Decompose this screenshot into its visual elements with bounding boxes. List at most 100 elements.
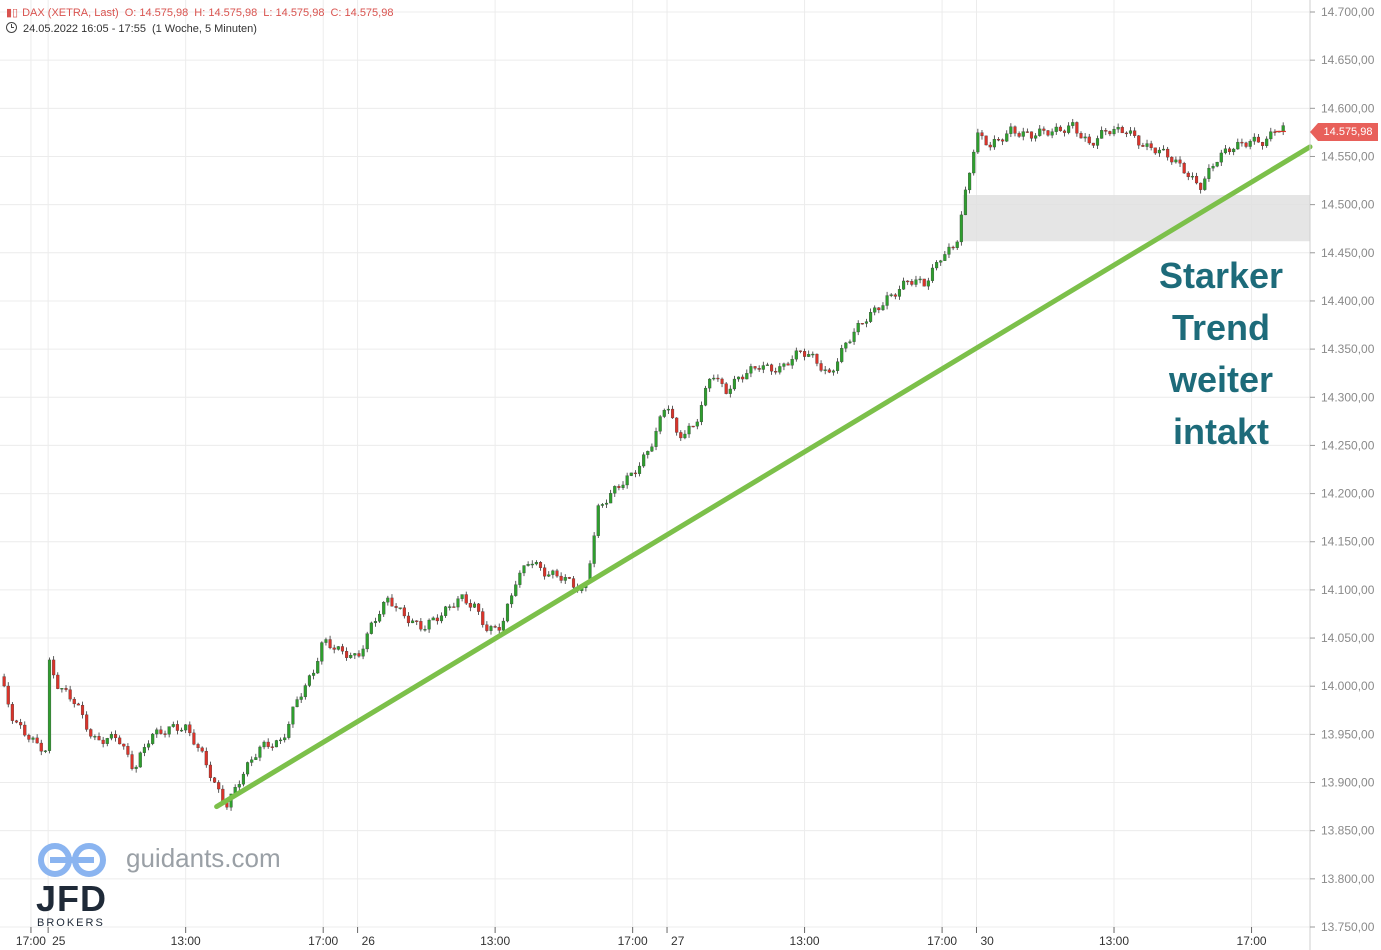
candle-body <box>712 377 716 380</box>
candle-body <box>204 750 208 766</box>
candle-body <box>1091 142 1095 146</box>
candle-body <box>695 421 699 427</box>
candle-body <box>188 724 192 734</box>
candle-body <box>860 323 864 325</box>
close-value: C: 14.575,98 <box>330 7 394 19</box>
candle-body <box>600 504 604 506</box>
candle-body <box>1071 122 1075 126</box>
candle-body <box>1075 122 1079 134</box>
candle-body <box>798 350 802 352</box>
candle-body <box>547 574 551 577</box>
x-tick-label: 17:00 <box>308 934 338 948</box>
candle-body <box>885 295 889 306</box>
candle-body <box>1153 147 1157 154</box>
candle-body <box>481 611 485 625</box>
trend-annotation: Starker Trend weiter intakt <box>1136 250 1306 458</box>
candle-body <box>815 353 819 364</box>
candle-body <box>658 416 662 432</box>
candle-body <box>1054 126 1058 132</box>
candle-body <box>1128 130 1133 134</box>
candle-body <box>324 639 328 643</box>
candle-body <box>113 734 118 739</box>
candle-body <box>167 726 171 735</box>
candle-body <box>1017 133 1021 137</box>
y-tick-label: 13.850,00 <box>1321 824 1375 838</box>
candle-body <box>1025 131 1029 133</box>
candle-body <box>184 724 188 731</box>
candle-body <box>361 648 365 657</box>
candle-body <box>732 378 736 390</box>
candle-body <box>427 619 431 630</box>
candle-body <box>1001 139 1005 142</box>
candle-body <box>1215 161 1219 167</box>
candle-body <box>869 312 873 322</box>
candle-body <box>31 737 35 740</box>
candle-body <box>811 353 815 356</box>
candle-body <box>97 736 101 741</box>
x-tick-label: 13:00 <box>1099 934 1129 948</box>
candle-body <box>394 605 398 608</box>
candle-body <box>526 564 530 566</box>
x-tick-label: 13:00 <box>480 934 510 948</box>
candle-body <box>765 364 769 366</box>
candle-body <box>357 653 361 657</box>
candle-body <box>910 281 914 285</box>
candle-body <box>1116 127 1120 130</box>
low-value: L: 14.575,98 <box>263 7 325 19</box>
x-tick-label: 13:00 <box>171 934 201 948</box>
candle-body <box>753 366 757 369</box>
candle-body <box>1261 142 1265 146</box>
candle-body <box>1062 130 1067 133</box>
candle-body <box>448 606 452 608</box>
candle-body <box>452 606 456 608</box>
x-tick-label: 17:00 <box>927 934 957 948</box>
candle-body <box>708 378 712 389</box>
candle-body <box>889 294 893 296</box>
candle-body <box>208 764 212 778</box>
y-tick-label: 14.150,00 <box>1321 535 1375 549</box>
candle-body <box>596 505 600 536</box>
candle-body <box>262 741 266 748</box>
candle-body <box>1145 143 1149 147</box>
candle-body <box>633 472 637 475</box>
candle-body <box>142 747 146 753</box>
candle-body <box>179 729 184 732</box>
candle-body <box>274 740 278 748</box>
period-range: 24.05.2022 16:05 - 17:55 <box>23 23 146 35</box>
candle-body <box>563 577 567 581</box>
candle-body <box>365 633 369 650</box>
candle-body <box>807 354 811 357</box>
y-tick-label: 14.300,00 <box>1321 390 1375 404</box>
candle-body <box>266 741 270 747</box>
candle-body <box>1050 131 1054 136</box>
candle-body <box>237 784 241 788</box>
candle-body <box>456 598 460 608</box>
candle-body <box>336 646 340 650</box>
candle-body <box>477 603 481 612</box>
y-tick-label: 14.700,00 <box>1321 5 1375 19</box>
candle-body <box>1013 126 1017 134</box>
open-value: O: 14.575,98 <box>124 7 189 19</box>
candle-body <box>947 246 951 255</box>
guidants-logo-icon <box>38 843 106 877</box>
candle-body <box>89 729 93 737</box>
y-tick-label: 14.000,00 <box>1321 679 1375 693</box>
candle-body <box>935 262 939 269</box>
candle-body <box>1058 126 1062 132</box>
candlestick-icon: ▮▯ <box>6 7 19 19</box>
candle-body <box>283 737 287 741</box>
candle-body <box>250 759 254 763</box>
candle-body <box>976 132 980 153</box>
candle-body <box>530 563 534 566</box>
candle-body <box>687 425 691 435</box>
candle-body <box>992 139 996 148</box>
candle-body <box>609 493 613 504</box>
y-tick-label: 14.450,00 <box>1321 246 1375 260</box>
high-value: H: 14.575,98 <box>194 7 258 19</box>
candle-body <box>35 737 39 744</box>
candle-body <box>538 562 543 568</box>
x-tick-label: 30 <box>980 934 994 948</box>
candle-body <box>968 172 972 191</box>
candle-body <box>1038 128 1042 136</box>
